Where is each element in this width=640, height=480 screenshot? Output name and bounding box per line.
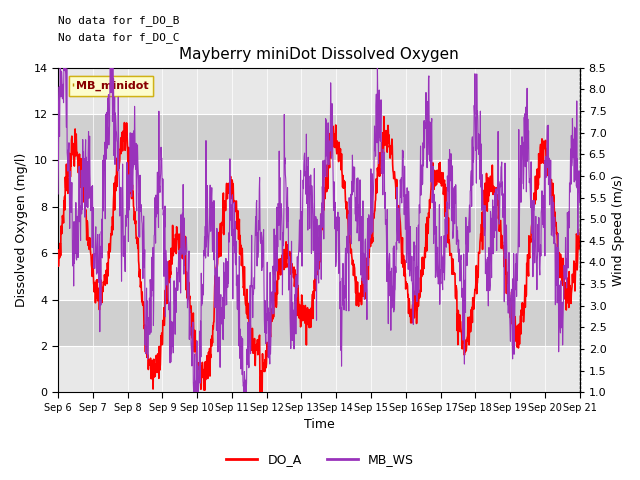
- Bar: [58, 160, 580, 207]
- X-axis label: Time: Time: [303, 419, 334, 432]
- Bar: [58, 114, 580, 160]
- Text: No data for f_DO_B: No data for f_DO_B: [58, 15, 180, 26]
- Bar: [58, 300, 580, 346]
- Legend: MB_minidot: MB_minidot: [69, 76, 152, 96]
- Bar: [58, 253, 580, 300]
- Bar: [58, 346, 580, 393]
- Y-axis label: Dissolved Oxygen (mg/l): Dissolved Oxygen (mg/l): [15, 153, 28, 307]
- Y-axis label: Wind Speed (m/s): Wind Speed (m/s): [612, 174, 625, 286]
- Text: No data for f_DO_C: No data for f_DO_C: [58, 32, 180, 43]
- Legend: DO_A, MB_WS: DO_A, MB_WS: [221, 448, 419, 471]
- Bar: [58, 207, 580, 253]
- Bar: [58, 68, 580, 114]
- Title: Mayberry miniDot Dissolved Oxygen: Mayberry miniDot Dissolved Oxygen: [179, 47, 459, 62]
